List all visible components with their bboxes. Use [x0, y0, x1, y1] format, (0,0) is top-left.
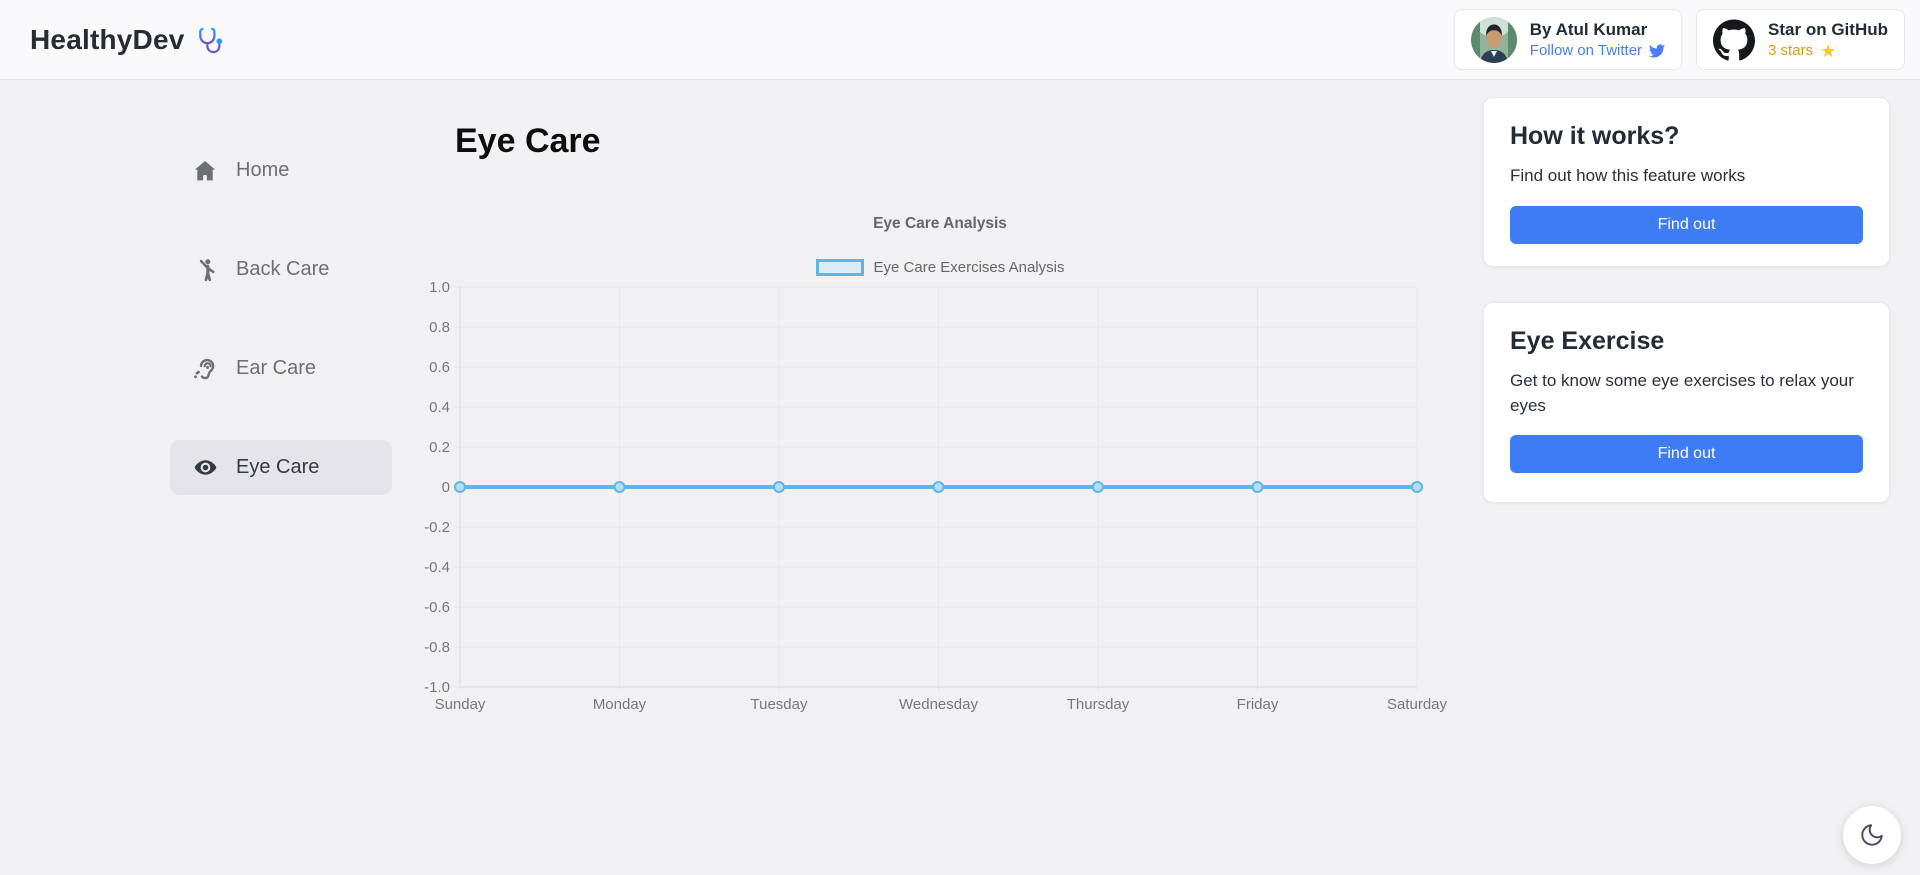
card-text: Find out how this feature works — [1510, 166, 1746, 185]
stethoscope-icon — [198, 27, 222, 53]
sidebar: Home Back Care — [170, 143, 392, 539]
how-it-works-card: How it works? Find out how this feature … — [1483, 97, 1890, 267]
svg-text:-0.2: -0.2 — [424, 519, 450, 536]
sidebar-item-label: Back Care — [236, 258, 330, 280]
page-title: Eye Care — [455, 122, 601, 160]
sidebar-item-back-care[interactable]: Back Care — [170, 242, 392, 297]
chart-legend[interactable]: Eye Care Exercises Analysis — [435, 259, 1445, 276]
svg-text:0: 0 — [442, 479, 450, 496]
home-icon — [192, 157, 219, 184]
ear-care-icon — [192, 355, 219, 382]
svg-text:0.4: 0.4 — [429, 399, 450, 416]
sidebar-item-home[interactable]: Home — [170, 143, 392, 198]
sidebar-item-eye-care[interactable]: Eye Care — [170, 440, 392, 495]
svg-text:Sunday: Sunday — [435, 696, 486, 713]
svg-text:0.6: 0.6 — [429, 359, 450, 376]
avatar — [1470, 16, 1517, 63]
svg-text:-1.0: -1.0 — [424, 679, 450, 696]
svg-text:1.0: 1.0 — [429, 279, 450, 296]
star-icon: ★ — [1820, 40, 1837, 61]
github-icon — [1713, 19, 1756, 60]
svg-text:Tuesday: Tuesday — [751, 696, 808, 713]
brand: HealthyDev — [30, 24, 225, 56]
svg-text:0.8: 0.8 — [429, 319, 450, 336]
author-card[interactable]: By Atul Kumar Follow on Twitter — [1453, 9, 1683, 70]
github-card[interactable]: Star on GitHub 3 stars ★ — [1696, 9, 1905, 70]
chart-plot: 1.0 0.8 0.6 0.4 0.2 0 -0.2 -0.4 -0.6 -0.8 -1.0Sund… — [424, 279, 1448, 713]
stars-label: 3 stars ★ — [1768, 42, 1888, 60]
eye-care-chart: Eye Care Analysis Eye Care Exercises Ana… — [424, 215, 1448, 722]
svg-text:Saturday: Saturday — [1387, 696, 1448, 713]
back-care-icon — [192, 256, 219, 283]
legend-swatch — [815, 259, 864, 276]
author-name: By Atul Kumar — [1529, 20, 1648, 39]
twitter-icon — [1649, 43, 1666, 58]
svg-text:Wednesday: Wednesday — [899, 696, 978, 713]
dark-mode-toggle[interactable] — [1843, 806, 1901, 864]
sidebar-item-ear-care[interactable]: Ear Care — [170, 341, 392, 396]
svg-text:-0.4: -0.4 — [424, 559, 450, 576]
author-card-text: By Atul Kumar Follow on Twitter — [1529, 20, 1666, 59]
eye-care-icon — [192, 454, 219, 481]
sidebar-item-label: Ear Care — [236, 357, 317, 379]
svg-text:Thursday: Thursday — [1067, 696, 1130, 713]
svg-text:Monday: Monday — [593, 696, 647, 713]
top-navbar: HealthyDev — [0, 0, 1920, 80]
svg-text:-0.6: -0.6 — [424, 599, 450, 616]
brand-name: HealthyDev — [30, 23, 185, 55]
legend-label: Eye Care Exercises Analysis — [873, 259, 1065, 276]
svg-text:-0.8: -0.8 — [424, 639, 450, 656]
navbar-cards: By Atul Kumar Follow on Twitter Star on … — [1453, 9, 1905, 70]
twitter-link[interactable]: Follow on Twitter — [1529, 42, 1666, 59]
sidebar-item-label: Home — [236, 159, 290, 181]
card-title: How it works? — [1510, 122, 1680, 150]
twitter-link-label: Follow on Twitter — [1529, 42, 1643, 59]
find-out-button-how-it-works[interactable]: Find out — [1510, 205, 1863, 244]
sidebar-item-label: Eye Care — [236, 456, 320, 478]
card-title: Eye Exercise — [1510, 327, 1665, 355]
github-card-title: Star on GitHub — [1768, 19, 1888, 39]
find-out-button-eye-exercise[interactable]: Find out — [1510, 435, 1863, 474]
svg-text:0.2: 0.2 — [429, 439, 450, 456]
moon-icon — [1861, 824, 1883, 846]
svg-text:Friday: Friday — [1237, 696, 1279, 713]
card-text: Get to know some eye exercises to relax … — [1510, 371, 1854, 415]
github-card-text: Star on GitHub 3 stars ★ — [1768, 20, 1888, 60]
eye-exercise-card: Eye Exercise Get to know some eye exerci… — [1483, 302, 1890, 503]
stars-count: 3 stars — [1768, 42, 1814, 59]
chart-title: Eye Care Analysis — [873, 215, 1007, 232]
